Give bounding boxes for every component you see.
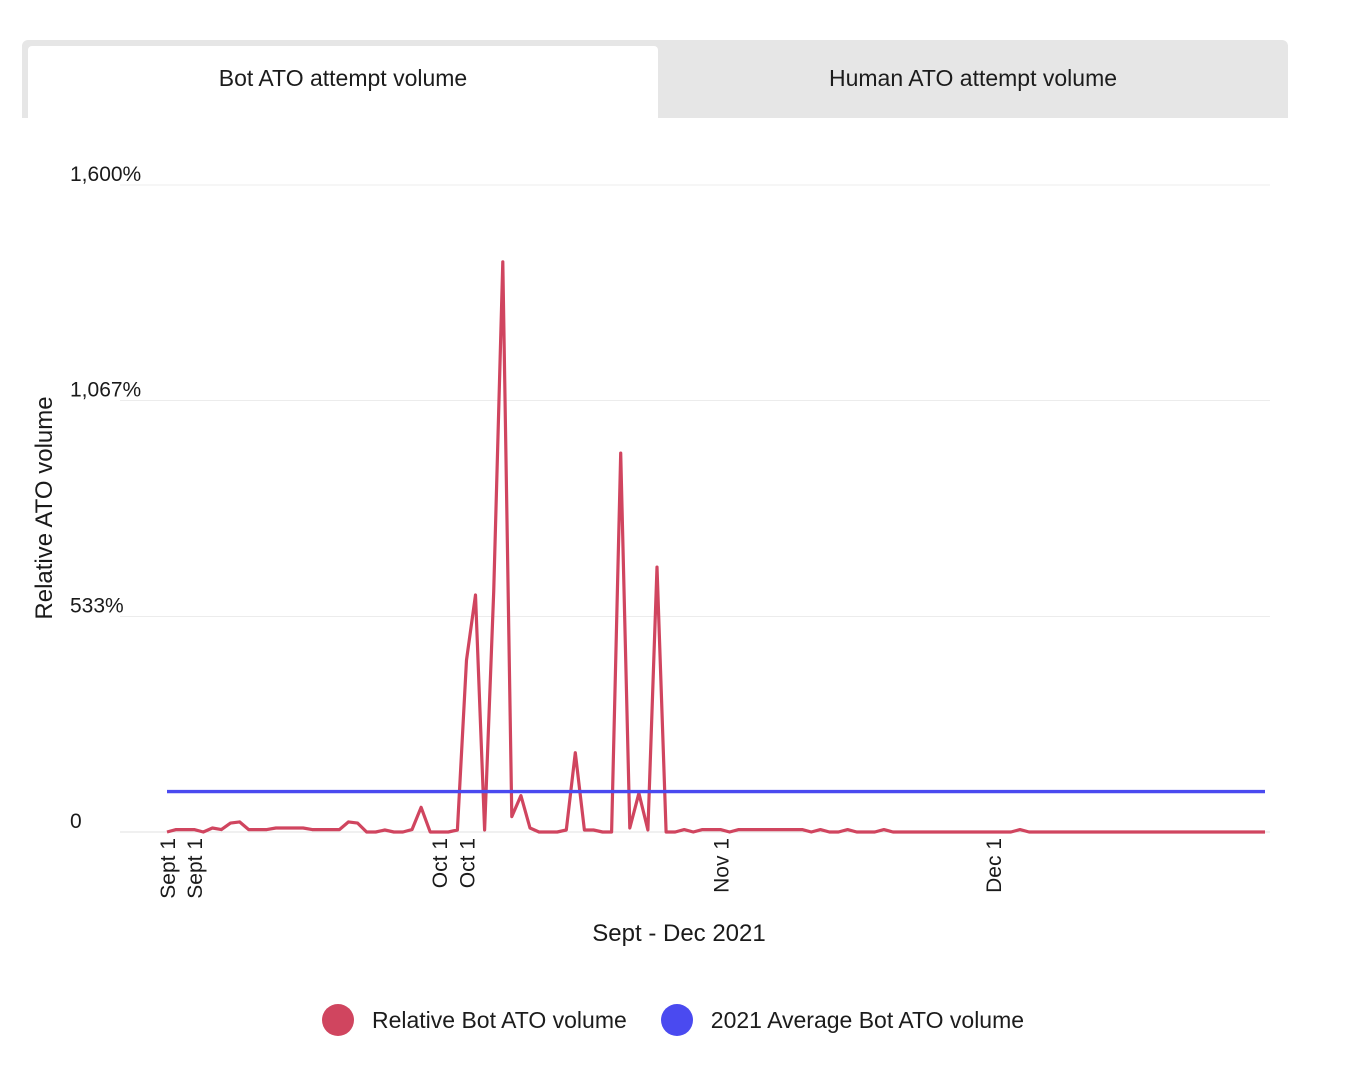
chart-legend: Relative Bot ATO volume 2021 Average Bot… (0, 1004, 1346, 1036)
y-tick-label: 1,600% (70, 163, 141, 186)
x-tick-label: Nov 1 (711, 838, 734, 893)
legend-label-relative-bot: Relative Bot ATO volume (371, 1006, 627, 1033)
line-chart: 0 533% 1,067% 1,600% Sept 1 Sept 1 Oct 1 Oct 1… (31, 163, 1270, 947)
tab-bot-ato[interactable]: Bot ATO attempt volume (28, 46, 658, 118)
y-axis-label: Relative ATO volume (31, 396, 58, 619)
y-tick-label: 0 (70, 810, 82, 833)
x-axis-ticks: Sept 1 Sept 1 Oct 1 Oct 1 Nov 1 Dec 1 (157, 838, 1006, 899)
x-tick-label: Sept 1 (184, 838, 207, 899)
series-line-relative-bot (166, 260, 1265, 834)
x-tick-label: Oct 1 (456, 838, 479, 888)
chart-tabs: Bot ATO attempt volume Human ATO attempt… (22, 40, 1288, 118)
legend-label-average-bot: 2021 Average Bot ATO volume (710, 1006, 1025, 1033)
y-axis-ticks: 0 533% 1,067% 1,600% (70, 163, 141, 833)
series-lines (166, 260, 1265, 834)
x-tick-label: Sept 1 (157, 838, 180, 899)
legend-marker-relative-bot (321, 1004, 354, 1036)
y-tick-label: 1,067% (70, 379, 141, 402)
tab-human-ato-label: Human ATO attempt volume (828, 64, 1118, 91)
grid-lines (120, 184, 1270, 833)
legend-marker-average-bot (660, 1004, 693, 1036)
legend-item-average-bot[interactable]: 2021 Average Bot ATO volume (660, 1004, 1025, 1036)
tab-bot-ato-label: Bot ATO attempt volume (218, 64, 468, 91)
tab-human-ato[interactable]: Human ATO attempt volume (658, 40, 1288, 118)
x-tick-label: Dec 1 (983, 838, 1006, 893)
y-tick-label: 533% (70, 594, 124, 617)
legend-item-relative-bot[interactable]: Relative Bot ATO volume (321, 1004, 627, 1036)
x-axis-label: Sept - Dec 2021 (592, 920, 765, 947)
x-tick-label: Oct 1 (429, 838, 452, 888)
